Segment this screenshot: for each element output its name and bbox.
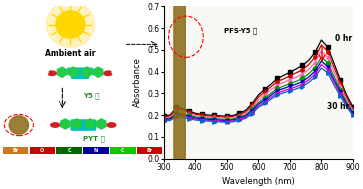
- Text: Br: Br: [12, 148, 19, 153]
- FancyBboxPatch shape: [67, 67, 93, 79]
- Ellipse shape: [106, 122, 117, 128]
- Ellipse shape: [47, 70, 57, 76]
- Circle shape: [90, 76, 95, 81]
- Bar: [57, 147, 82, 154]
- Bar: [110, 147, 136, 154]
- Text: C: C: [67, 148, 71, 153]
- Text: Br: Br: [147, 148, 153, 153]
- Text: N: N: [94, 148, 98, 153]
- Text: 0 hr: 0 hr: [335, 34, 352, 43]
- Circle shape: [46, 2, 95, 47]
- Text: Y5 👍: Y5 👍: [83, 93, 100, 99]
- Circle shape: [42, 69, 48, 75]
- X-axis label: Wavelength (nm): Wavelength (nm): [222, 177, 295, 186]
- Bar: [3, 147, 28, 154]
- Ellipse shape: [50, 122, 60, 128]
- Y-axis label: Absorbance: Absorbance: [133, 57, 142, 107]
- Circle shape: [174, 0, 185, 189]
- Circle shape: [112, 69, 118, 75]
- Circle shape: [56, 11, 85, 38]
- Text: O: O: [40, 148, 44, 153]
- Bar: [30, 147, 55, 154]
- Bar: [137, 147, 163, 154]
- Bar: [83, 147, 109, 154]
- Text: C: C: [121, 148, 125, 153]
- Text: 30 hr: 30 hr: [327, 102, 349, 111]
- FancyBboxPatch shape: [70, 119, 96, 131]
- Text: PYT 👍: PYT 👍: [83, 135, 105, 142]
- Circle shape: [9, 116, 29, 134]
- Ellipse shape: [103, 70, 113, 76]
- Circle shape: [65, 76, 70, 81]
- Text: PFS-Y5 👎: PFS-Y5 👎: [224, 27, 257, 33]
- Text: Ambient air: Ambient air: [45, 49, 96, 58]
